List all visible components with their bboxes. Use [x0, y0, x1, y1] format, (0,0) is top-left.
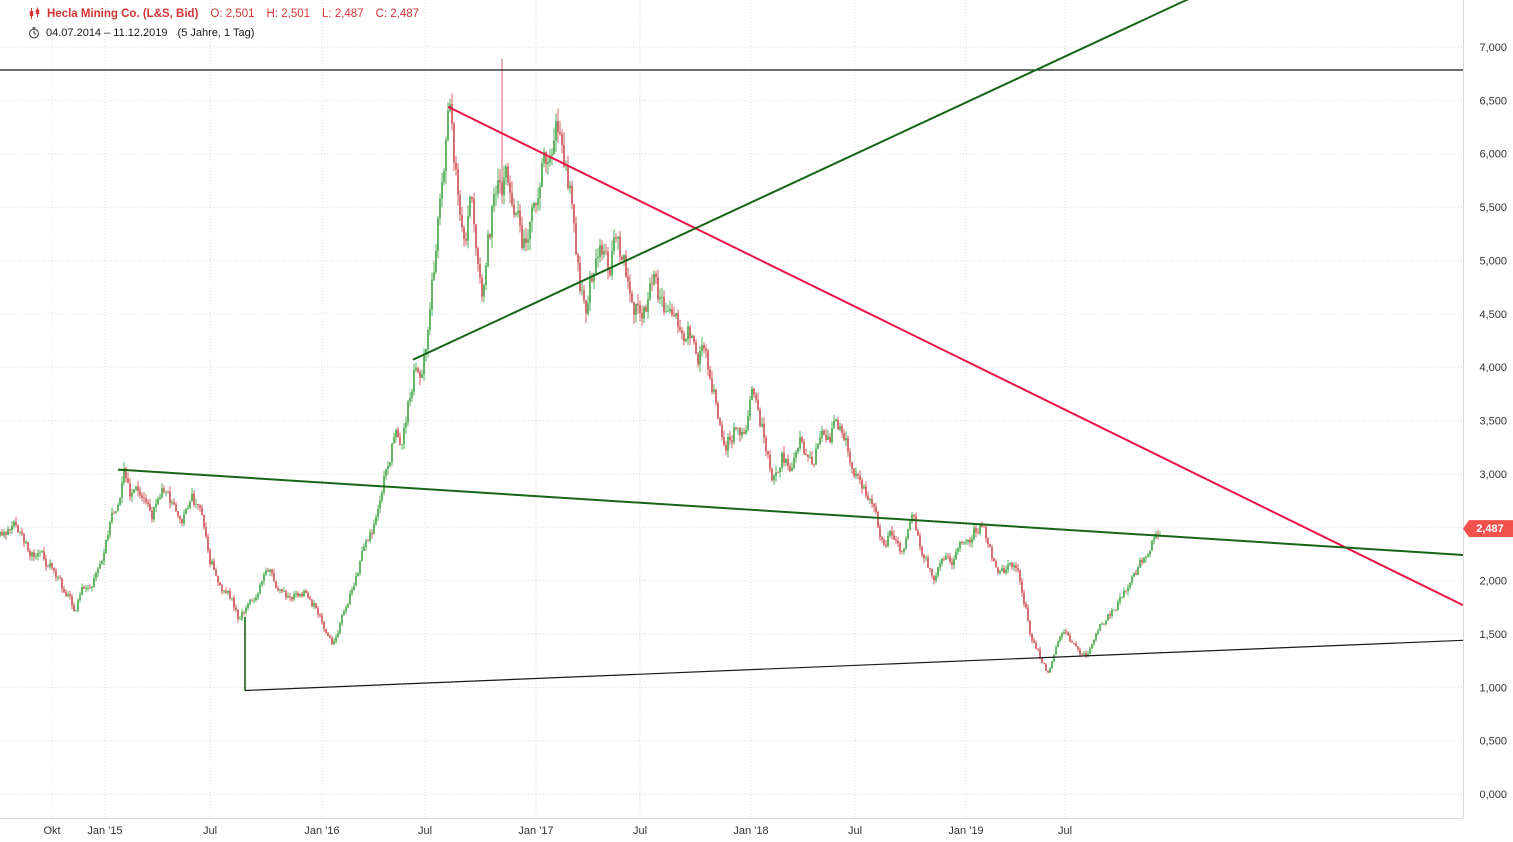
x-axis-label[interactable]: Jul: [1058, 825, 1072, 837]
x-axis-label[interactable]: Okt: [43, 825, 60, 837]
timeframe: (5 Jahre, 1 Tag): [177, 26, 255, 39]
x-axis-label[interactable]: Jul: [203, 825, 217, 837]
x-axis-label[interactable]: Jan '16: [304, 825, 339, 837]
ohlc-low: L: 2,487: [322, 7, 364, 20]
current-price-badge: 2,487: [1463, 520, 1513, 538]
y-axis-label[interactable]: 5,500: [1479, 202, 1507, 214]
clock-icon: [28, 26, 40, 39]
gridlines: [0, 0, 1463, 818]
x-axis-label[interactable]: Jan '17: [518, 825, 553, 837]
trendline-descending-red[interactable]: [447, 105, 1464, 607]
candlestick-icon: [28, 7, 41, 20]
y-axis-label[interactable]: 0,500: [1479, 736, 1507, 748]
x-axis-label[interactable]: Jan '18: [733, 825, 768, 837]
ohlc-high: H: 2,501: [266, 7, 311, 20]
current-price-value: 2,487: [1476, 522, 1504, 535]
down-candle-bodies: [1, 104, 1159, 673]
y-axis-label[interactable]: 3,500: [1479, 416, 1507, 428]
x-axis-label[interactable]: Jan '15: [87, 825, 122, 837]
y-axis-label[interactable]: 1,000: [1479, 682, 1507, 694]
x-axis-label[interactable]: Jul: [418, 825, 432, 837]
trendline-descending-green-shallow[interactable]: [117, 468, 1464, 556]
y-axis-label[interactable]: 2,000: [1479, 576, 1507, 588]
y-axis-label[interactable]: 4,000: [1479, 362, 1507, 374]
candlestick-series: [0, 58, 1161, 673]
x-axis-label[interactable]: Jul: [848, 825, 862, 837]
y-axis-label[interactable]: 6,000: [1479, 149, 1507, 161]
up-candle-wicks: [0, 98, 1161, 673]
ohlc-close: C: 2,487: [375, 7, 420, 20]
trendline-ascending-green-steep[interactable]: [412, 0, 1200, 361]
y-axis-label[interactable]: 1,500: [1479, 629, 1507, 641]
trendline-ascending-black-support[interactable]: [244, 639, 1464, 692]
up-candle-bodies: [0, 104, 1161, 673]
chart-header: Hecla Mining Co. (L&S, Bid) O: 2,501 H: …: [28, 5, 419, 41]
timeframe-line: 04.07.2014 – 11.12.2019 (5 Jahre, 1 Tag): [28, 24, 419, 41]
y-axis-label[interactable]: 6,500: [1479, 95, 1507, 107]
x-axis-label[interactable]: Jan '19: [948, 825, 983, 837]
x-axis-label[interactable]: Jul: [633, 825, 647, 837]
y-axis-label[interactable]: 3,000: [1479, 469, 1507, 481]
instrument-name[interactable]: Hecla Mining Co. (L&S, Bid): [47, 7, 199, 20]
y-axis-label[interactable]: 4,500: [1479, 309, 1507, 321]
date-range: 04.07.2014 – 11.12.2019: [46, 26, 168, 39]
instrument-line: Hecla Mining Co. (L&S, Bid) O: 2,501 H: …: [28, 5, 419, 22]
ohlc-open: O: 2,501: [210, 7, 255, 20]
y-axis-label[interactable]: 0,000: [1479, 789, 1507, 801]
trendline-drawings: [0, 0, 1464, 692]
y-axis-label[interactable]: 5,000: [1479, 255, 1507, 267]
y-axis-label[interactable]: 7,000: [1479, 42, 1507, 54]
